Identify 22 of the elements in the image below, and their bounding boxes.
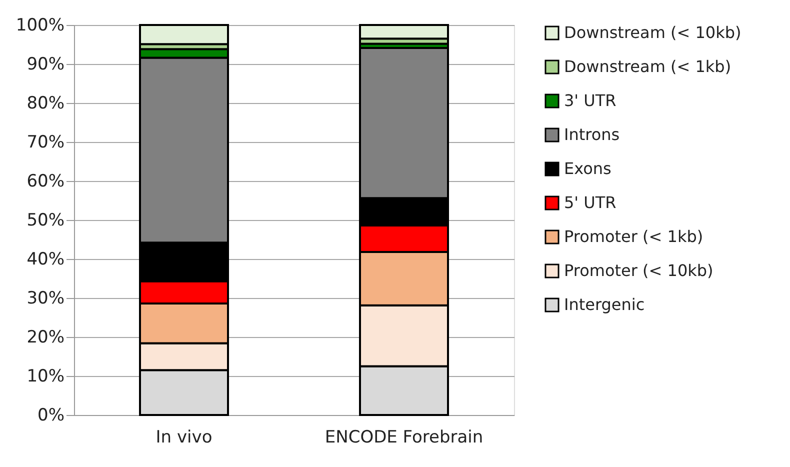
x-tick-label: ENCODE Forebrain [324, 428, 484, 448]
legend-label: 3' UTR [564, 91, 616, 110]
y-tick-label: 40% [26, 250, 64, 270]
y-tick-label: 60% [26, 172, 64, 192]
legend-label: Downstream (< 10kb) [564, 23, 742, 42]
x-tick-label: In vivo [156, 428, 212, 448]
y-tick-label: 30% [26, 288, 64, 308]
legend-label: Exons [564, 159, 612, 178]
legend-label: Promoter (< 1kb) [564, 227, 704, 246]
y-tick-label: 20% [26, 328, 64, 348]
y-tick-label: 70% [26, 132, 64, 152]
legend-label: Introns [564, 125, 620, 144]
legend-label: 5' UTR [564, 193, 616, 212]
y-tick-label: 80% [26, 94, 64, 114]
y-tick-label: 50% [26, 210, 64, 230]
y-tick-label: 100% [16, 16, 64, 36]
legend-label: Promoter (< 10kb) [564, 261, 714, 280]
y-tick-label: 0% [38, 406, 64, 426]
y-tick-label: 10% [26, 366, 64, 386]
legend-label: Downstream (< 1kb) [564, 57, 732, 76]
legend-label: Intergenic [564, 295, 645, 314]
y-tick-label: 90% [26, 54, 64, 74]
